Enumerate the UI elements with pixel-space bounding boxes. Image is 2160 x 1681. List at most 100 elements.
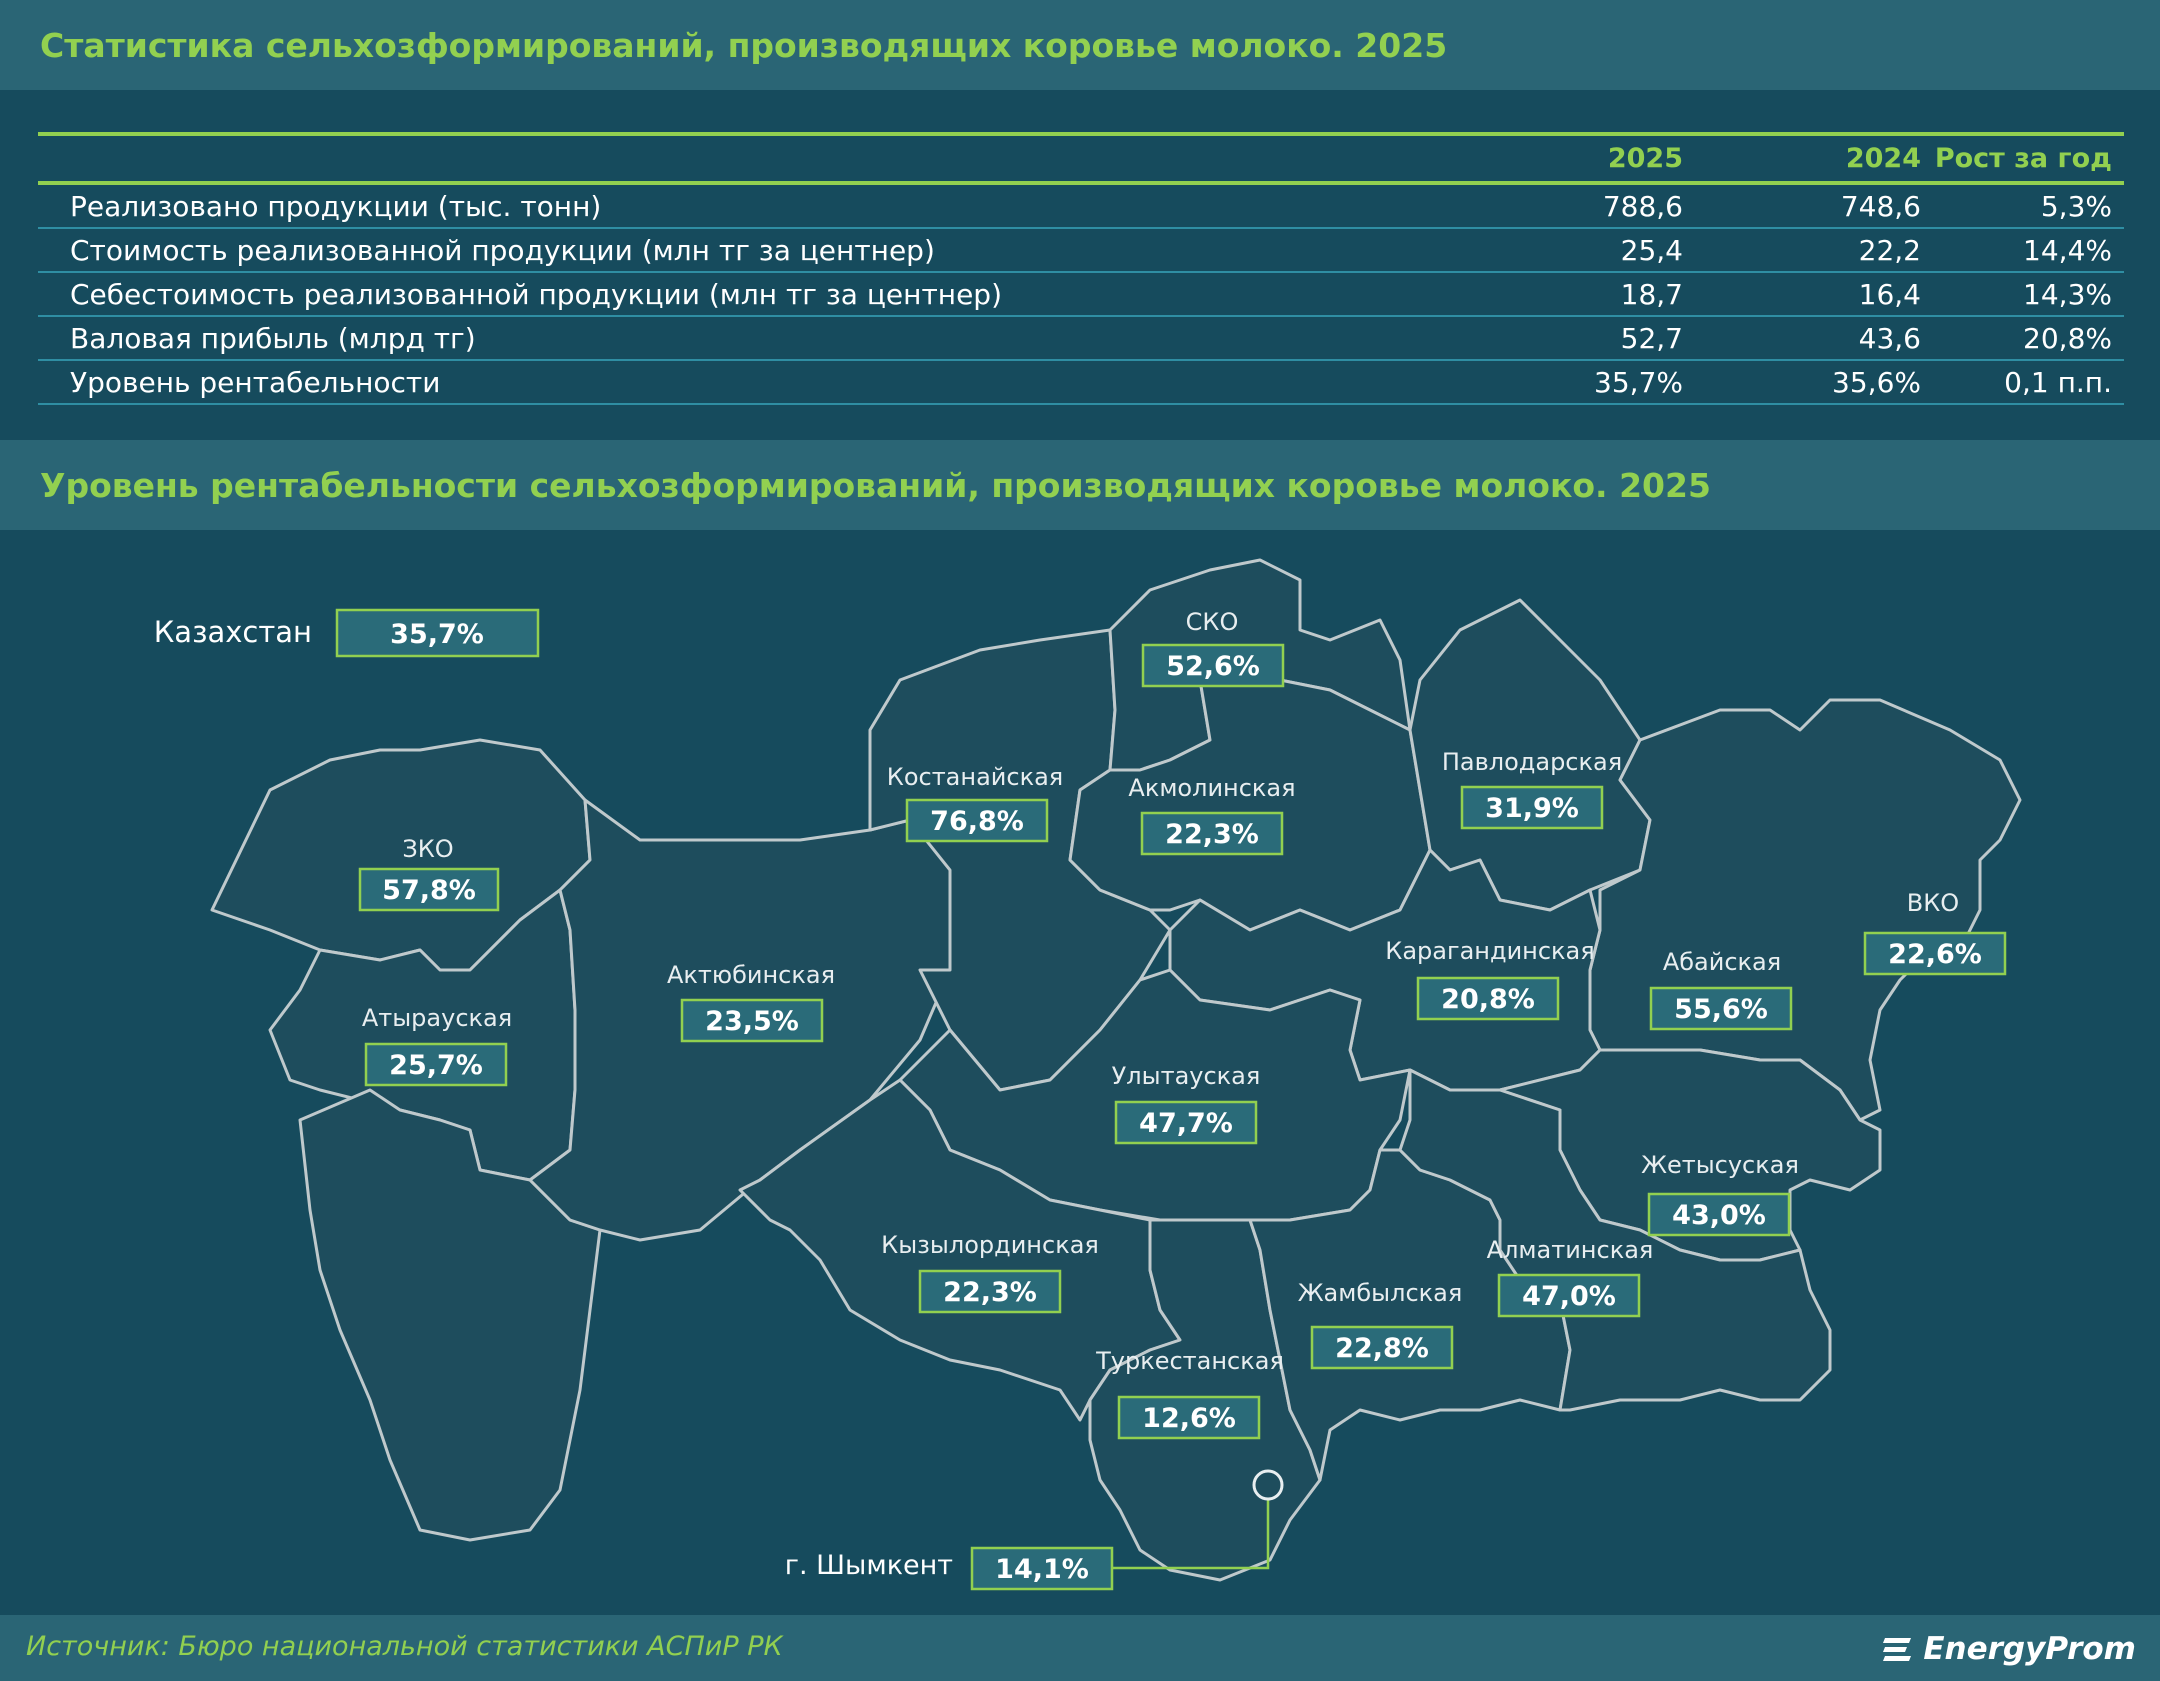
region-almaty-shape xyxy=(1398,1068,1832,1412)
table-row: Себестоимость реализованной продукции (м… xyxy=(38,272,2124,317)
region-label-kyzylorda: Кызылординская 22,3% xyxy=(881,1231,1099,1314)
region-label-ulytau: Улытауская 47,7% xyxy=(1112,1062,1261,1145)
row-label: Стоимость реализованной продукции (млн т… xyxy=(38,228,1356,273)
value-box xyxy=(1114,1100,1258,1145)
value-box xyxy=(1863,931,2007,976)
shymkent-marker xyxy=(1112,1469,1284,1570)
region-label-zhetysu: Жетысуская 43,0% xyxy=(1641,1151,1799,1237)
region-mangystau-shape xyxy=(298,1088,602,1542)
cell-2024: 35,6% xyxy=(1695,360,1933,405)
region-value: 25,7% xyxy=(389,1050,483,1081)
region-value: 55,6% xyxy=(1674,994,1768,1025)
row-label: Валовая прибыль (млрд тг) xyxy=(38,316,1356,361)
cell-growth: 14,3% xyxy=(1933,272,2124,317)
value-box xyxy=(1416,976,1560,1021)
region-label-akmola: Акмолинская 22,3% xyxy=(1128,774,1296,856)
cell-2024: 43,6 xyxy=(1695,316,1933,361)
region-value: 76,8% xyxy=(930,806,1024,837)
region-value: 12,6% xyxy=(1142,1403,1236,1434)
value-box xyxy=(970,1546,1114,1591)
value-box xyxy=(364,1042,508,1087)
region-value: 31,9% xyxy=(1485,793,1579,824)
region-name: Улытауская xyxy=(1112,1062,1261,1090)
country-value: 35,7% xyxy=(390,619,484,650)
region-label-shymkent: г. Шымкент 14,1% xyxy=(785,1546,1114,1591)
cell-2024: 748,6 xyxy=(1695,183,1933,229)
region-name: СКО xyxy=(1186,608,1239,636)
table-header-empty xyxy=(38,132,1356,185)
source-note: Источник: Бюро национальной статистики А… xyxy=(26,1631,783,1662)
cell-2025: 52,7 xyxy=(1356,316,1695,361)
value-box xyxy=(1497,1273,1641,1318)
region-name: Жамбылская xyxy=(1298,1279,1463,1307)
region-name: Туркестанская xyxy=(1095,1347,1284,1375)
region-label-kostanay: Костанайская 76,8% xyxy=(887,763,1063,843)
header-band: Статистика сельхозформирований, производ… xyxy=(0,0,2160,90)
page-title: Статистика сельхозформирований, производ… xyxy=(40,26,1448,65)
value-box xyxy=(1117,1395,1261,1440)
region-label-aktobe: Актюбинская 23,5% xyxy=(667,961,835,1043)
table-row: Уровень рентабельности 35,7% 35,6% 0,1 п… xyxy=(38,360,2124,405)
value-box xyxy=(358,867,500,912)
row-label: Уровень рентабельности xyxy=(38,360,1356,405)
region-value: 47,7% xyxy=(1139,1108,1233,1139)
footer: Источник: Бюро национальной статистики А… xyxy=(0,1615,2160,1681)
region-value: 52,6% xyxy=(1166,651,1260,682)
region-label-zhambyl: Жамбылская 22,8% xyxy=(1298,1279,1463,1370)
value-box xyxy=(1460,785,1604,830)
value-box xyxy=(1649,986,1793,1031)
cell-growth: 0,1 п.п. xyxy=(1933,360,2124,405)
brand-name: EnergyProm xyxy=(1923,1631,2136,1667)
stats-table: 2025 2024 Рост за год Реализовано продук… xyxy=(38,132,2124,405)
region-kostanay-shape xyxy=(868,628,1172,1092)
table-header-2024: 2024 xyxy=(1695,132,1933,185)
cell-2024: 16,4 xyxy=(1695,272,1933,317)
country-value-box xyxy=(335,608,540,658)
cell-2024: 22,2 xyxy=(1695,228,1933,273)
region-label-vko: ВКО 22,6% xyxy=(1863,889,2007,976)
region-name: Алматинская xyxy=(1487,1236,1654,1264)
cell-growth: 14,4% xyxy=(1933,228,2124,273)
region-name: г. Шымкент xyxy=(785,1550,953,1581)
energyprom-logo-icon xyxy=(1883,1638,1912,1661)
region-value: 47,0% xyxy=(1522,1281,1616,1312)
value-box xyxy=(905,798,1049,843)
cell-2025: 788,6 xyxy=(1356,183,1695,229)
region-name: ВКО xyxy=(1907,889,1959,917)
table-row: Валовая прибыль (млрд тг) 52,7 43,6 20,8… xyxy=(38,316,2124,361)
table-header-row: 2025 2024 Рост за год xyxy=(38,132,2124,185)
region-label-karaganda: Карагандинская 20,8% xyxy=(1385,937,1595,1021)
value-box xyxy=(918,1269,1062,1314)
region-label-abai: Абайская 55,6% xyxy=(1649,948,1793,1031)
table-row: Реализовано продукции (тыс. тонн) 788,6 … xyxy=(38,183,2124,229)
region-label-pavlodar: Павлодарская 31,9% xyxy=(1442,748,1622,830)
region-value: 43,0% xyxy=(1672,1200,1766,1231)
country-total: Казахстан 35,7% xyxy=(154,608,540,658)
value-box xyxy=(1310,1325,1454,1370)
region-name: Костанайская xyxy=(887,763,1063,791)
region-name: Актюбинская xyxy=(667,961,835,989)
table-header-2025: 2025 xyxy=(1356,132,1695,185)
value-box xyxy=(1140,811,1284,856)
region-name: Карагандинская xyxy=(1385,937,1594,965)
region-name: Акмолинская xyxy=(1128,774,1295,802)
value-box xyxy=(680,998,824,1043)
region-value: 22,6% xyxy=(1888,939,1982,970)
kazakhstan-map: Казахстан 35,7% СКО 52,6% Костанайская 7… xyxy=(154,558,2022,1591)
region-name: Атырауская xyxy=(362,1004,512,1032)
region-value: 57,8% xyxy=(382,875,476,906)
region-label-almaty: Алматинская 47,0% xyxy=(1487,1236,1654,1318)
region-value: 22,3% xyxy=(1165,819,1259,850)
row-label: Реализовано продукции (тыс. тонн) xyxy=(38,183,1356,229)
region-name: Абайская xyxy=(1663,948,1781,976)
map-title: Уровень рентабельности сельхозформирован… xyxy=(40,466,1711,505)
region-value: 14,1% xyxy=(995,1554,1089,1585)
brand-logo: EnergyProm xyxy=(1881,1627,2136,1671)
table-header-growth: Рост за год xyxy=(1933,132,2124,185)
row-label: Себестоимость реализованной продукции (м… xyxy=(38,272,1356,317)
region-value: 22,8% xyxy=(1335,1333,1429,1364)
region-value: 22,3% xyxy=(943,1277,1037,1308)
region-name: Павлодарская xyxy=(1442,748,1622,776)
region-label-zko: ЗКО 57,8% xyxy=(358,835,500,912)
table-row: Стоимость реализованной продукции (млн т… xyxy=(38,228,2124,273)
